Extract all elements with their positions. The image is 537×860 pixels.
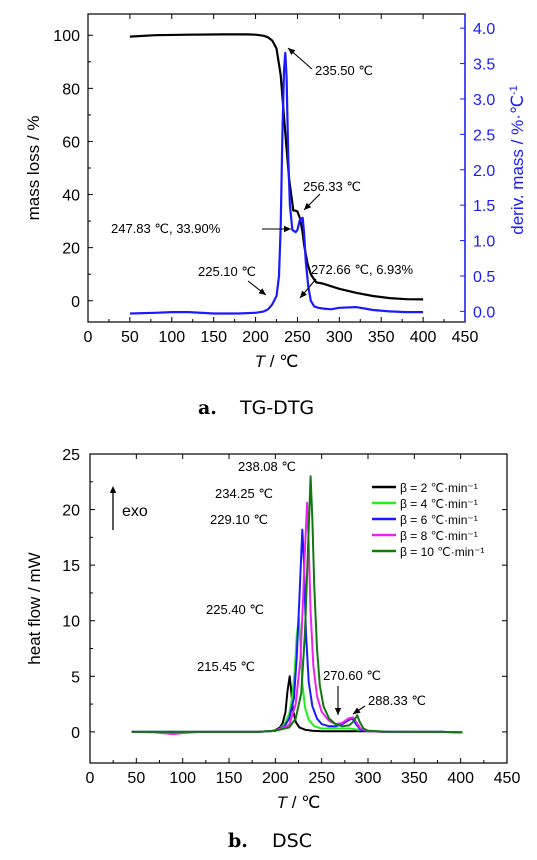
- dtg-derivative-line: [129, 51, 424, 315]
- x-tick-label: 50: [127, 770, 145, 787]
- annotation-onset: 225.10 ℃: [198, 264, 256, 279]
- y2-tick-label: 0.0: [473, 304, 495, 321]
- y-tick-label: 20: [62, 503, 80, 520]
- x-tick-label: 350: [401, 770, 428, 787]
- y-tick-label: 0: [71, 294, 80, 311]
- x-tick-label: 200: [242, 329, 269, 346]
- x-axis-label: T / ℃: [255, 352, 299, 371]
- y-tick-label: 100: [53, 28, 80, 45]
- y2-tick-label: 3.5: [473, 57, 495, 74]
- y2-tick-label: 3.0: [473, 92, 495, 109]
- x-tick-label: 100: [169, 770, 196, 787]
- annotation-229: 229.10 ℃: [210, 512, 268, 527]
- annotation-238: 238.08 ℃: [238, 459, 296, 474]
- y-tick-label: 5: [71, 669, 80, 686]
- legend-label-4: β = 8 ℃·min⁻¹: [400, 529, 478, 543]
- annotation-234: 234.25 ℃: [215, 486, 273, 501]
- annotation-peak-235: 235.50 ℃: [315, 63, 373, 78]
- y2-tick-label: 2.5: [473, 127, 495, 144]
- tg-mass-loss-line: [129, 33, 424, 301]
- dsc-series-line-5: [131, 475, 463, 734]
- x-tick-label: 250: [308, 770, 335, 787]
- annotation-peak-235-arrow-head: [288, 48, 296, 55]
- annotation-peak-256-arrow-head: [304, 202, 312, 210]
- annotation-end: 272.66 ℃, 6.93%: [311, 262, 413, 277]
- x-tick-label: 350: [368, 329, 395, 346]
- x-tick-label: 200: [262, 770, 289, 787]
- x-tick-label: 100: [158, 329, 185, 346]
- dsc-chart: 0 50 100 150 200 250 300 350 400 450 0 5 10 15 20 25 β =…: [25, 447, 520, 812]
- annotation-inflection: 247.83 ℃, 33.90%: [111, 221, 221, 236]
- annotation-270-arrow-head: [334, 708, 342, 715]
- annotation-270: 270.60 ℃: [323, 668, 381, 683]
- y2-tick-label: 4.0: [473, 21, 495, 38]
- annotation-225: 225.40 ℃: [206, 602, 264, 617]
- y2-tick-label: 0.5: [473, 269, 495, 286]
- annotation-inflection-arrow-head: [284, 225, 291, 233]
- y-tick-label: 80: [62, 81, 80, 98]
- x-tick-label: 400: [410, 329, 437, 346]
- annotation-288-arrow-head: [353, 707, 361, 714]
- annotation-onset-arrow-head: [258, 288, 266, 295]
- y-axis-label: mass loss / %: [24, 116, 43, 221]
- x-tick-label: 450: [452, 329, 479, 346]
- y-tick-label: 60: [62, 134, 80, 151]
- caption-a-tag: a.: [198, 397, 217, 419]
- annotation-peak-256: 256.33 ℃: [303, 179, 361, 194]
- y2-tick-label: 1.5: [473, 198, 495, 215]
- annotation-end-arrow-head: [300, 290, 307, 298]
- exo-label: exo: [122, 503, 148, 520]
- x-tick-label: 450: [494, 770, 521, 787]
- legend-label-3: β = 6 ℃·min⁻¹: [400, 513, 478, 527]
- x-tick-label: 300: [355, 770, 382, 787]
- y-tick-label: 15: [62, 558, 80, 575]
- y-tick-label: 0: [71, 725, 80, 742]
- y-axis-label: heat flow / mW: [25, 552, 44, 664]
- legend-label-2: β = 4 ℃·min⁻¹: [400, 497, 478, 511]
- x-tick-label: 50: [121, 329, 139, 346]
- caption-b-tag: b.: [228, 830, 248, 852]
- x-tick-label: 0: [86, 770, 95, 787]
- x-tick-label: 150: [216, 770, 243, 787]
- x-tick-label: 150: [200, 329, 227, 346]
- x-axis-label: T / ℃: [277, 793, 321, 812]
- annotation-288: 288.33 ℃: [368, 693, 426, 708]
- tg-dtg-chart: 0 50 100 150 200 250 300 350 400 450 0 20 40 60 80 100 0…: [24, 13, 527, 371]
- y-tick-label: 20: [62, 241, 80, 258]
- legend-label-5: β = 10 ℃·min⁻¹: [400, 545, 484, 559]
- annotation-215: 215.45 ℃: [197, 659, 255, 674]
- y-tick-label: 40: [62, 188, 80, 205]
- y2-tick-label: 1.0: [473, 234, 495, 251]
- x-tick-label: 400: [447, 770, 474, 787]
- y-tick-label: 10: [62, 614, 80, 631]
- legend-label-1: β = 2 ℃·min⁻¹: [400, 481, 478, 495]
- y-right-axis-label: deriv. mass / %·℃-1: [508, 85, 527, 234]
- y2-tick-label: 2.0: [473, 163, 495, 180]
- caption-b-text: DSC: [272, 830, 312, 852]
- exo-arrow-head: [109, 486, 117, 493]
- x-tick-label: 0: [84, 329, 93, 346]
- caption-a-text: TG-DTG: [239, 397, 314, 419]
- x-tick-label: 300: [326, 329, 353, 346]
- y-tick-label: 25: [62, 447, 80, 464]
- x-tick-label: 250: [284, 329, 311, 346]
